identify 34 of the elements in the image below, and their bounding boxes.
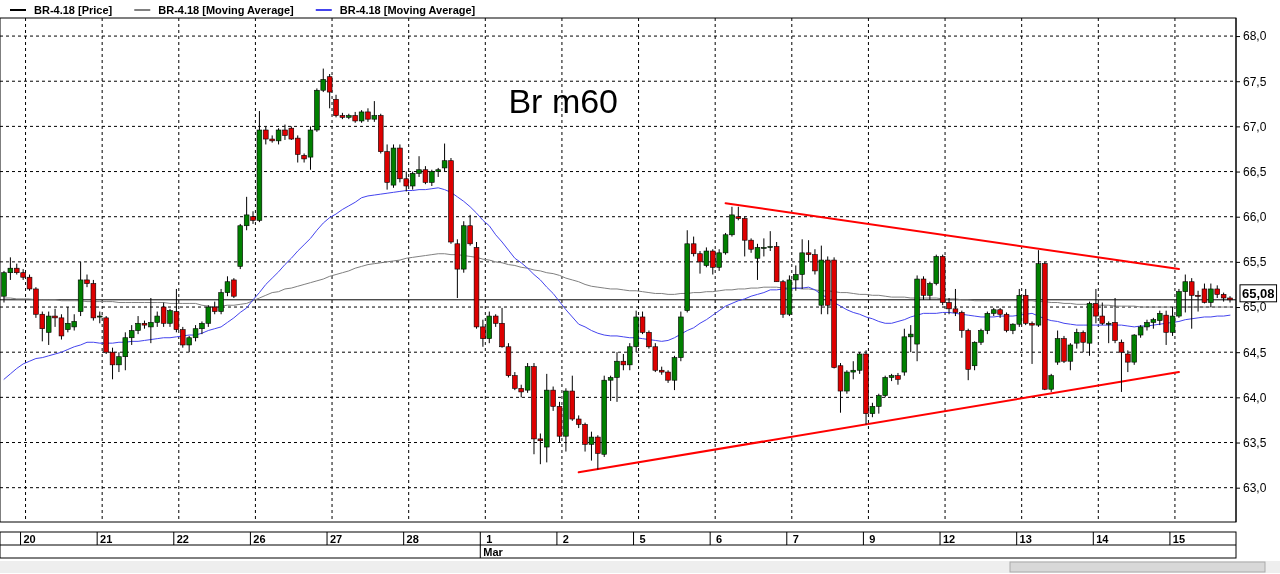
x-tick-label: 26 xyxy=(253,533,266,545)
legend-label: BR-4.18 [Price] xyxy=(34,4,113,16)
y-tick-label: 67,5 xyxy=(1243,74,1267,89)
text: Mar xyxy=(483,546,504,558)
y-tick-label: 66,0 xyxy=(1243,210,1267,225)
x-tick-label: 13 xyxy=(1019,533,1032,545)
x-tick-label: 15 xyxy=(1172,533,1186,545)
x-tick-label: 1 xyxy=(486,533,493,545)
x-tick-label: 9 xyxy=(869,533,876,545)
x-tick-label: 28 xyxy=(406,533,419,545)
x-tick-label: 6 xyxy=(716,533,723,545)
x-tick-label: 21 xyxy=(100,533,113,545)
x-tick-label: 20 xyxy=(23,533,36,545)
x-tick-label: 5 xyxy=(639,533,646,545)
y-tick-label: 68,0 xyxy=(1243,29,1267,44)
legend-label: BR-4.18 [Moving Average] xyxy=(339,4,476,16)
y-tick-label: 64,5 xyxy=(1243,345,1267,360)
x-tick-label: 7 xyxy=(792,533,799,545)
x-tick-label: 12 xyxy=(942,533,956,545)
x-tick-label: 27 xyxy=(329,533,343,545)
annotation: Br m60 xyxy=(508,82,619,120)
y-tick-label: 66,5 xyxy=(1243,164,1267,179)
y-tick-label: 64,0 xyxy=(1243,390,1267,405)
y-tick-label: 65,5 xyxy=(1243,255,1267,270)
y-tick-label: 67,0 xyxy=(1243,119,1267,134)
x-tick-label: 22 xyxy=(176,533,189,545)
ref-line-label: 65,08 xyxy=(1242,285,1275,301)
y-tick-label: 63,5 xyxy=(1243,435,1267,450)
x-tick-label: 2 xyxy=(562,533,569,545)
y-tick-label: 65,0 xyxy=(1243,300,1267,315)
y-tick-label: 63,0 xyxy=(1243,481,1267,496)
x-tick-label: 14 xyxy=(1096,533,1110,545)
line-series xyxy=(3,187,1231,380)
legend-label: BR-4.18 [Moving Average] xyxy=(158,4,295,16)
